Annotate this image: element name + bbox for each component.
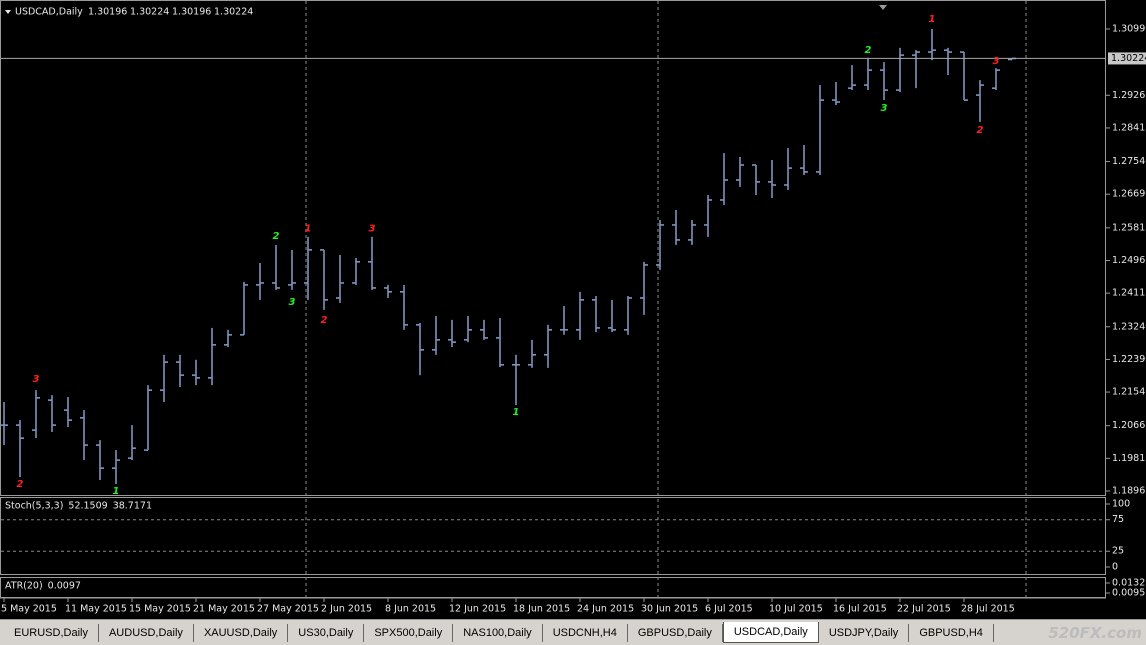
wave-label: 2 xyxy=(321,315,328,326)
stoch-frame xyxy=(0,497,1106,575)
y-tick-label: 1.22390 xyxy=(1112,354,1146,365)
y-tick-label: 1.19815 xyxy=(1112,453,1146,464)
y-tick-label: 0 xyxy=(1112,561,1118,572)
menu-triangle xyxy=(5,10,11,14)
x-tick-label: 16 Jul 2015 xyxy=(833,604,887,615)
chart-tab[interactable]: US30,Daily xyxy=(288,623,365,642)
chart-tab[interactable]: NAS100,Daily xyxy=(453,623,543,642)
x-tick-label: 10 Jul 2015 xyxy=(769,604,823,615)
wave-label: 3 xyxy=(993,56,1000,67)
chart-tab[interactable]: EURUSD,Daily xyxy=(4,623,99,642)
y-tick-label: 0.0132 xyxy=(1112,578,1145,589)
terminal-chart: USDCAD,Daily 1.30196 1.30224 1.30196 1.3… xyxy=(0,0,1146,619)
chart-title: USDCAD,Daily xyxy=(15,7,83,18)
wave-label: 2 xyxy=(273,231,280,242)
wave-label: 1 xyxy=(305,223,312,234)
y-tick-label: 1.26690 xyxy=(1112,189,1146,200)
x-tick-label: 28 Jul 2015 xyxy=(961,604,1015,615)
y-tick-label: 1.24965 xyxy=(1112,255,1146,266)
wave-label: 3 xyxy=(33,374,40,385)
tab-bar: EURUSD,Daily AUDUSD,Daily XAUUSD,Daily US30… xyxy=(0,619,1146,645)
x-tick-label: 15 May 2015 xyxy=(129,604,191,615)
indicator-title: ATR(20) xyxy=(5,581,43,592)
y-tick-label: 1.18965 xyxy=(1112,486,1146,497)
wave-label: 2 xyxy=(17,479,24,490)
x-tick-label: 11 May 2015 xyxy=(65,604,127,615)
chart-tab[interactable]: USDCAD,Daily xyxy=(722,622,819,643)
wave-label: 3 xyxy=(881,103,888,114)
y-tick-label: 25 xyxy=(1112,546,1124,557)
header-low: 1.30196 xyxy=(172,7,211,18)
wave-label: 1 xyxy=(113,486,120,497)
chart-tab[interactable]: AUDUSD,Daily xyxy=(99,623,194,642)
chart-tab[interactable]: USDCNH,H4 xyxy=(543,623,628,642)
y-tick-label: 1.29265 xyxy=(1112,90,1146,101)
y-tick-label: 1.30990 xyxy=(1112,24,1146,35)
x-tick-label: 24 Jun 2015 xyxy=(577,604,634,615)
wave-label: 3 xyxy=(369,223,376,234)
wave-label: 2 xyxy=(865,45,872,56)
shift-marker xyxy=(879,5,887,10)
header-open: 1.30196 xyxy=(88,7,127,18)
x-tick-label: 8 Jun 2015 xyxy=(385,604,436,615)
y-tick-label: 0.0095 xyxy=(1112,588,1145,599)
chart-tab[interactable]: XAUUSD,Daily xyxy=(194,623,289,642)
x-tick-label: 5 May 2015 xyxy=(1,604,57,615)
y-tick-label: 1.28415 xyxy=(1112,122,1146,133)
main-frame xyxy=(0,0,1106,496)
y-tick-label: 100 xyxy=(1112,498,1130,509)
x-tick-label: 21 May 2015 xyxy=(193,604,255,615)
current-price-label: 1.30224 xyxy=(1111,53,1146,64)
chart-tab[interactable]: GBPUSD,Daily xyxy=(628,623,723,642)
indicator-title: Stoch(5,3,3) xyxy=(5,501,63,512)
header-close: 1.30224 xyxy=(214,7,253,18)
y-tick-label: 75 xyxy=(1112,514,1124,525)
x-tick-label: 22 Jul 2015 xyxy=(897,604,951,615)
indicator-value: 52.1509 xyxy=(68,501,107,512)
indicator-value: 0.0097 xyxy=(48,581,81,592)
x-tick-label: 30 Jun 2015 xyxy=(641,604,698,615)
indicator-value: 38.7171 xyxy=(113,501,152,512)
x-tick-label: 27 May 2015 xyxy=(257,604,319,615)
x-tick-label: 6 Jul 2015 xyxy=(705,604,753,615)
y-tick-label: 1.20665 xyxy=(1112,420,1146,431)
header-high: 1.30224 xyxy=(130,7,169,18)
y-tick-label: 1.25815 xyxy=(1112,222,1146,233)
chart-tab[interactable]: GBPUSD,H4 xyxy=(909,623,994,642)
chart-tab[interactable]: USDJPY,Daily xyxy=(819,623,910,642)
y-tick-label: 1.27540 xyxy=(1112,156,1146,167)
chart-tab[interactable]: SPX500,Daily xyxy=(364,623,454,642)
y-tick-label: 1.23240 xyxy=(1112,321,1146,332)
x-tick-label: 12 Jun 2015 xyxy=(449,604,506,615)
wave-label: 1 xyxy=(513,407,520,418)
y-tick-label: 1.21540 xyxy=(1112,387,1146,398)
x-tick-label: 2 Jun 2015 xyxy=(321,604,372,615)
wave-label: 1 xyxy=(929,14,936,25)
x-tick-label: 18 Jun 2015 xyxy=(513,604,570,615)
wave-label: 3 xyxy=(289,297,296,308)
wave-label: 2 xyxy=(977,125,984,136)
current-price-box xyxy=(1108,52,1146,65)
watermark: 520FX.com xyxy=(1048,624,1142,642)
background xyxy=(0,0,1146,619)
y-tick-label: 1.24115 xyxy=(1112,288,1146,299)
